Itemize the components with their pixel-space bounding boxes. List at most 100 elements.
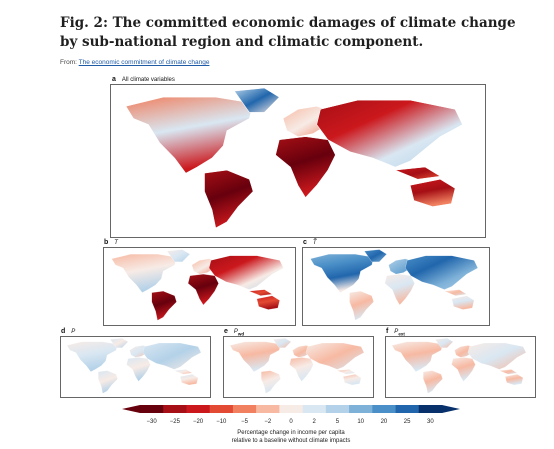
colorbar-arrow-right: [442, 405, 460, 413]
source-prefix: From:: [60, 59, 79, 66]
colorbar: [122, 405, 460, 413]
continent-sa: [261, 370, 281, 394]
panel-a: [110, 84, 486, 238]
continent-gl: [272, 338, 292, 348]
panel-d-title: P: [71, 329, 76, 335]
panel-b-label: b T: [104, 239, 118, 246]
map-f: [391, 338, 527, 394]
panel-c-title: T̃: [312, 240, 317, 246]
continent-id: [173, 369, 193, 375]
panel-a-label: a All climate variables: [112, 76, 175, 83]
map-a: [125, 87, 463, 229]
map-land: [125, 87, 463, 229]
continent-sa: [151, 290, 177, 321]
colorbar-swatch: [140, 405, 164, 413]
source-line: From: The economic commitment of climate…: [60, 59, 209, 66]
panel-f: [385, 336, 536, 398]
colorbar-label-line2: relative to a baseline without climate i…: [231, 437, 351, 444]
colorbar-swatch: [418, 405, 443, 413]
panel-e-title: P: [233, 329, 238, 335]
continent-af: [289, 357, 314, 382]
colorbar-label: Percentage change in income per capita r…: [140, 430, 442, 445]
map-land: [66, 338, 202, 394]
panel-c-letter: c: [303, 239, 307, 246]
continent-as: [405, 255, 479, 290]
colorbar-tick: −20: [192, 419, 204, 425]
source-link[interactable]: The economic commitment of climate chang…: [78, 59, 210, 66]
continent-sa: [349, 290, 374, 321]
colorbar-swatch: [372, 405, 396, 413]
colorbar-label-line1: Percentage change in income per capita: [237, 430, 345, 436]
continent-na: [391, 341, 443, 372]
colorbar-tick: 25: [403, 419, 411, 425]
continent-sa: [98, 370, 118, 394]
colorbar-tick: 10: [357, 419, 365, 425]
colorbar-swatch: [302, 405, 327, 413]
colorbar-tick: −10: [216, 419, 227, 425]
continent-na: [66, 341, 118, 372]
colorbar-tick: −30: [146, 419, 157, 425]
panel-d-label: d P: [61, 328, 75, 335]
colorbar-swatch: [232, 405, 257, 413]
colorbar-tick: −25: [169, 419, 180, 425]
continent-id: [248, 289, 273, 296]
continent-gl: [233, 87, 280, 113]
continent-au: [256, 295, 280, 310]
colorbar-tick: −2: [264, 419, 272, 425]
map-b: [111, 249, 284, 321]
continent-au: [343, 374, 362, 386]
colorbar-ticks: −30 −25 −20 −10 −5 −2 0 2 5 10 20 25 30: [140, 419, 442, 427]
continent-gl: [364, 249, 387, 262]
panel-f-letter: f: [386, 328, 389, 335]
continent-af: [126, 357, 151, 382]
continent-af: [275, 136, 336, 198]
continent-sa: [204, 169, 254, 229]
colorbar-tick: 2: [312, 419, 316, 425]
continent-sa: [423, 370, 443, 394]
panel-d: [60, 336, 211, 398]
colorbar-swatch: [209, 405, 234, 413]
continent-af: [187, 274, 219, 306]
panel-a-title: All climate variables: [121, 77, 175, 83]
colorbar-swatch: [186, 405, 210, 413]
continent-au: [409, 178, 456, 207]
panel-e-label: e Pwd: [224, 328, 244, 336]
colorbar-tick: 5: [335, 419, 340, 425]
continent-gl: [434, 338, 454, 348]
colorbar-swatch: [325, 405, 350, 413]
colorbar-swatch: [256, 405, 280, 413]
continent-au: [505, 374, 524, 386]
panel-f-label: f Pext: [386, 328, 405, 336]
continent-as: [316, 99, 463, 168]
continent-af: [451, 357, 476, 382]
panel-c-label: c T̃: [303, 239, 317, 246]
figure-title: Fig. 2: The committed economic damages o…: [60, 15, 516, 50]
panel-c: [302, 247, 490, 326]
panel-b-letter: b: [104, 239, 109, 246]
continent-af: [384, 274, 415, 306]
colorbar-arrow-left: [122, 405, 140, 413]
colorbar-swatch: [279, 405, 303, 413]
panel-b: [103, 247, 296, 326]
map-e: [229, 338, 365, 394]
panel-e-subscript: wd: [237, 331, 245, 337]
panel-a-letter: a: [112, 76, 116, 83]
continent-id: [336, 369, 356, 375]
continent-na: [111, 254, 177, 293]
continent-as: [208, 255, 284, 290]
map-land: [111, 249, 284, 321]
continent-na: [125, 96, 254, 174]
map-land: [229, 338, 365, 394]
map-d: [66, 338, 202, 394]
continent-as: [305, 342, 365, 370]
map-c: [310, 249, 479, 321]
continent-au: [451, 295, 475, 310]
continent-as: [142, 342, 202, 370]
colorbar-swatch: [349, 405, 373, 413]
panel-b-title: T: [114, 240, 118, 246]
colorbar-tick: 0: [289, 419, 293, 425]
colorbar-tick: −5: [241, 419, 248, 425]
colorbar-tick: 20: [380, 419, 388, 425]
continent-gl: [166, 249, 191, 262]
continent-id: [498, 369, 518, 375]
